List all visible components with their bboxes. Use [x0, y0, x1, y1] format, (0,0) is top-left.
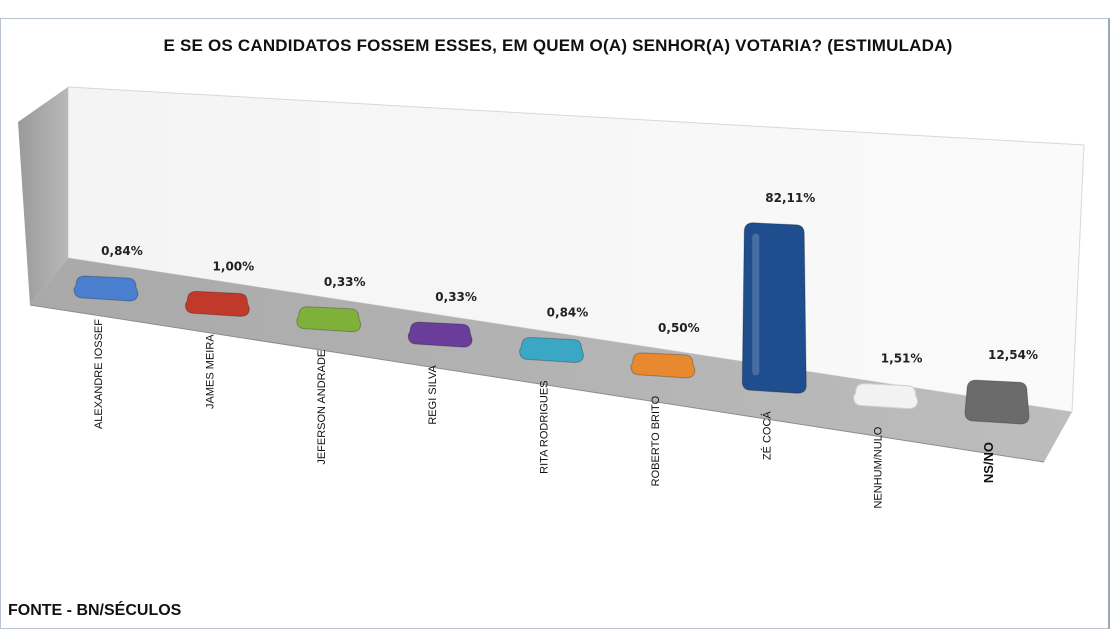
chart-floor-edge — [29, 304, 1045, 463]
category-label-5: ROBERTO BRITO — [650, 395, 662, 486]
value-label-1: 1,00% — [213, 259, 255, 273]
category-label-2: JEFERSON ANDRADE — [316, 350, 328, 465]
value-label-0: 0,84% — [101, 244, 143, 258]
bar-0 — [73, 275, 139, 302]
value-label-7: 1,51% — [881, 352, 923, 366]
category-label-8: NS/NO — [981, 442, 996, 483]
bar-5 — [630, 352, 696, 379]
category-label-4: RITA RODRIGUES — [539, 381, 551, 474]
category-label-7: NENHUM/NULO — [873, 426, 885, 508]
value-label-5: 0,50% — [658, 321, 700, 335]
bar-4 — [518, 336, 585, 364]
bar-7 — [853, 383, 919, 410]
bar-8 — [964, 379, 1030, 425]
value-label-4: 0,84% — [547, 306, 589, 320]
chart-title: E SE OS CANDIDATOS FOSSEM ESSES, EM QUEM… — [163, 36, 953, 55]
category-label-6: ZÉ COCÁ — [760, 411, 773, 461]
bar-6 — [741, 222, 807, 394]
value-label-3: 0,33% — [435, 290, 477, 304]
category-label-3: REGI SILVA — [427, 364, 439, 424]
bar-highlight-6 — [752, 233, 760, 376]
bar-1 — [184, 290, 250, 317]
bar-2 — [296, 306, 362, 333]
value-label-6: 82,11% — [765, 191, 815, 205]
source-text: FONTE - BN/SÉCULOS — [8, 602, 182, 619]
category-label-1: JAMES MEIRA — [204, 334, 216, 409]
value-label-8: 12,54% — [988, 348, 1038, 362]
chart-left-wall — [18, 87, 68, 305]
bar-3 — [407, 321, 473, 348]
value-label-2: 0,33% — [324, 275, 366, 289]
category-label-0: ALEXANDRE IOSSEF — [93, 319, 105, 429]
